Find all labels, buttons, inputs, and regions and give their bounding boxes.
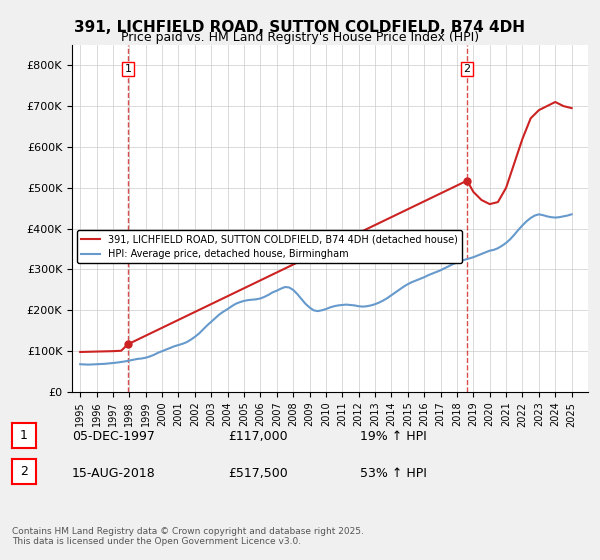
Text: 2: 2 <box>20 465 28 478</box>
Text: 53% ↑ HPI: 53% ↑ HPI <box>360 466 427 480</box>
Text: 15-AUG-2018: 15-AUG-2018 <box>72 466 156 480</box>
Legend: 391, LICHFIELD ROAD, SUTTON COLDFIELD, B74 4DH (detached house), HPI: Average pr: 391, LICHFIELD ROAD, SUTTON COLDFIELD, B… <box>77 230 462 263</box>
Text: £117,000: £117,000 <box>228 430 287 444</box>
Text: £517,500: £517,500 <box>228 466 288 480</box>
Text: 05-DEC-1997: 05-DEC-1997 <box>72 430 155 444</box>
Text: Contains HM Land Registry data © Crown copyright and database right 2025.
This d: Contains HM Land Registry data © Crown c… <box>12 526 364 546</box>
Text: 391, LICHFIELD ROAD, SUTTON COLDFIELD, B74 4DH: 391, LICHFIELD ROAD, SUTTON COLDFIELD, B… <box>74 20 526 35</box>
Text: 1: 1 <box>125 64 131 74</box>
Text: 1: 1 <box>20 429 28 442</box>
Text: 19% ↑ HPI: 19% ↑ HPI <box>360 430 427 444</box>
Text: Price paid vs. HM Land Registry's House Price Index (HPI): Price paid vs. HM Land Registry's House … <box>121 31 479 44</box>
Text: 2: 2 <box>464 64 470 74</box>
